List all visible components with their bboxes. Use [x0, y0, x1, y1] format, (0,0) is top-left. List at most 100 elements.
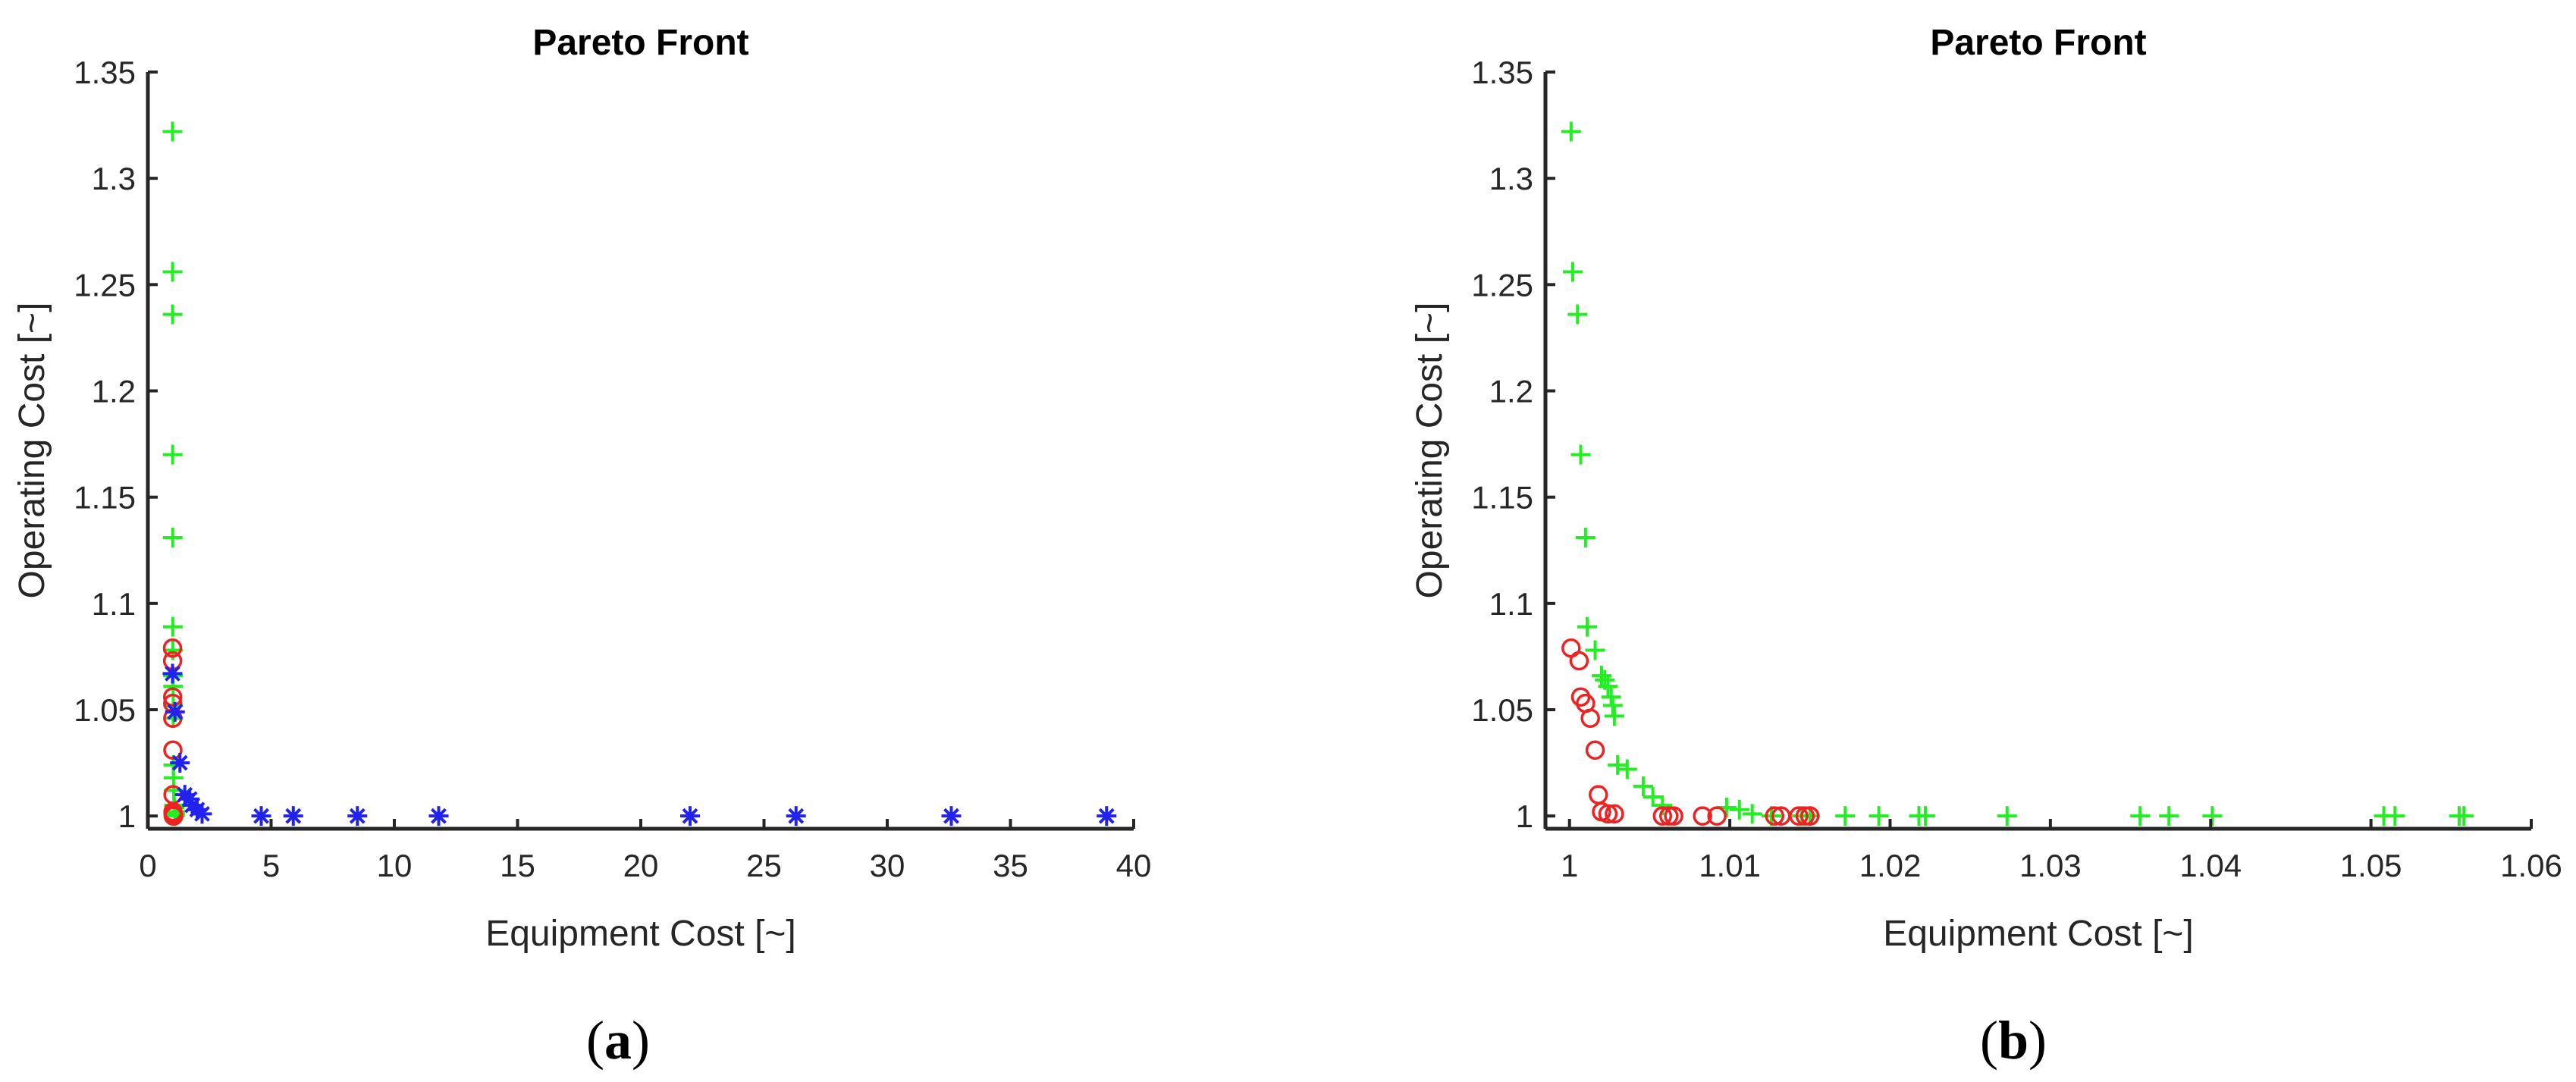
chart-b-point-plus [1601, 687, 1621, 707]
chart-b-point-plus [1561, 121, 1581, 142]
chart-b-point-plus [2159, 806, 2179, 826]
chart-b-point-plus [1602, 695, 1623, 716]
chart-a-x-tick-label: 35 [993, 848, 1028, 883]
chart-a-y-tick-label: 1.35 [74, 55, 136, 90]
panel-a-label: (a) [586, 1010, 650, 1071]
chart-b-point-circle [1569, 651, 1589, 671]
chart-b-point-plus [1742, 804, 1762, 824]
chart-b-point-plus [1604, 706, 1624, 726]
chart-a-point-circle [162, 687, 183, 707]
chart-b-point-plus [1575, 527, 1595, 547]
chart-b-point-plus [2385, 806, 2405, 826]
chart-b-y-tick-label: 1 [1516, 798, 1533, 834]
chart-a-x-tick-label: 20 [623, 848, 659, 883]
chart-b-point-plus [1562, 262, 1583, 282]
chart-a-plot-area [162, 121, 1117, 826]
chart-b-point-circle [1664, 806, 1683, 826]
chart-a-point-plus [162, 616, 183, 637]
chart-b-point-circle [1652, 806, 1673, 826]
chart-b-point-circle [1800, 806, 1820, 826]
chart-b-point-plus [1567, 304, 1588, 325]
chart-b-point-plus [1608, 754, 1628, 775]
panel-a-label-letter: a [604, 1010, 632, 1071]
chart-a-y-tick-label: 1.05 [74, 692, 136, 728]
chart-b-x-tick-label: 1.01 [1699, 848, 1761, 883]
chart-a-point-asterisk [428, 806, 449, 826]
chart-b-point-plus [1585, 640, 1605, 660]
chart-a: Pareto Front 0 5 10 15 20 25 30 35 40 1 1.05 1.1 1.1… [12, 23, 1151, 1071]
chart-a-x-tick-label: 15 [500, 848, 535, 883]
chart-a-point-plus [162, 444, 183, 465]
chart-a-point-plus [162, 304, 183, 325]
chart-b-y-tick-label: 1.05 [1471, 692, 1533, 728]
chart-b-point-plus [1729, 799, 1749, 820]
chart-b-x-tick-label: 1.03 [2019, 848, 2082, 883]
chart-b-x-tick-label: 1.02 [1859, 848, 1922, 883]
chart-a-point-plus [162, 262, 183, 282]
chart-a-y-tick-label: 1.15 [74, 480, 136, 516]
chart-b-point-plus [2130, 806, 2151, 826]
chart-b-ticks: 1 1.01 1.02 1.03 1.04 1.05 1.06 1 1.05 1.1 1.15 1.2… [1471, 55, 2562, 883]
panel-b-label-close: ) [2028, 1010, 2047, 1071]
chart-b-point-plus [1633, 776, 1653, 796]
chart-b: Pareto Front 1 1.01 1.02 1.03 1.04 1.05 1.0611… [1410, 23, 2562, 1071]
chart-b-point-circle [1605, 804, 1624, 824]
chart-b-y-tick-label: 1.1 [1489, 586, 1533, 622]
chart-a-y-label: Operating Cost [~] [12, 303, 52, 599]
chart-b-point-plus [1997, 806, 2017, 826]
chart-b-point-circle [1585, 740, 1605, 761]
chart-b-point-plus [1915, 806, 1935, 826]
chart-b-point-plus [1591, 666, 1611, 686]
chart-a-point-asterisk [680, 806, 700, 826]
chart-a-x-tick-label: 30 [870, 848, 905, 883]
chart-a-point-circle [162, 638, 183, 658]
chart-b-y-tick-label: 1.2 [1489, 374, 1533, 409]
chart-a-point-circle [164, 806, 184, 826]
chart-b-point-circle [1707, 806, 1727, 826]
chart-a-point-asterisk [1097, 806, 1117, 826]
chart-a-x-tick-label: 40 [1116, 848, 1152, 883]
chart-b-y-tick-label: 1.15 [1471, 480, 1533, 516]
chart-a-x-tick-label: 10 [377, 848, 413, 883]
chart-a-x-tick-label: 25 [746, 848, 782, 883]
chart-a-point-asterisk [170, 753, 190, 773]
panel-b-label-open: ( [1980, 1010, 1998, 1071]
chart-b-x-tick-label: 1 [1561, 848, 1578, 883]
chart-a-point-asterisk [251, 806, 271, 826]
chart-b-plot-area [1561, 121, 2474, 826]
chart-b-point-plus [1868, 806, 1889, 826]
chart-a-y-tick-label: 1.3 [92, 161, 136, 196]
chart-b-x-tick-label: 1.06 [2500, 848, 2562, 883]
chart-b-point-plus [1570, 444, 1591, 465]
chart-a-point-asterisk [786, 806, 806, 826]
chart-a-y-tick-label: 1.2 [92, 374, 136, 409]
chart-b-point-circle [1693, 806, 1712, 826]
chart-a-y-tick-label: 1.1 [92, 586, 136, 622]
chart-a-x-label: Equipment Cost [~] [485, 914, 796, 954]
chart-a-point-asterisk [941, 806, 962, 826]
chart-b-point-circle [1598, 804, 1618, 824]
panel-a-label-close: ) [632, 1010, 650, 1071]
chart-b-point-circle [1789, 806, 1809, 826]
chart-a-point-asterisk [162, 663, 183, 684]
chart-b-point-plus [2454, 806, 2474, 826]
chart-a-x-tick-label: 0 [139, 848, 156, 883]
chart-a-y-tick-label: 1.25 [74, 267, 136, 303]
chart-b-point-circle [1580, 708, 1600, 728]
chart-b-point-plus [1598, 676, 1618, 697]
chart-b-point-plus [1617, 759, 1637, 779]
chart-b-point-circle [1765, 806, 1785, 826]
panel-b-label-letter: b [1998, 1010, 2028, 1071]
chart-b-x-tick-label: 1.04 [2179, 848, 2242, 883]
chart-b-y-tick-label: 1.35 [1471, 55, 1533, 90]
chart-b-point-plus [1835, 806, 1856, 826]
chart-a-point-asterisk [192, 804, 212, 824]
panel-b-label: (b) [1980, 1010, 2047, 1071]
chart-a-title: Pareto Front [532, 23, 748, 63]
chart-a-ticks: 0 5 10 15 20 25 30 35 40 1 1.05 1.1 1.15 1.2 1.25 1.3 1.… [74, 55, 1151, 883]
chart-a-point-asterisk [347, 806, 368, 826]
chart-b-point-circle [1589, 785, 1608, 804]
chart-b-point-plus [1643, 786, 1663, 807]
chart-a-point-asterisk [283, 806, 303, 826]
